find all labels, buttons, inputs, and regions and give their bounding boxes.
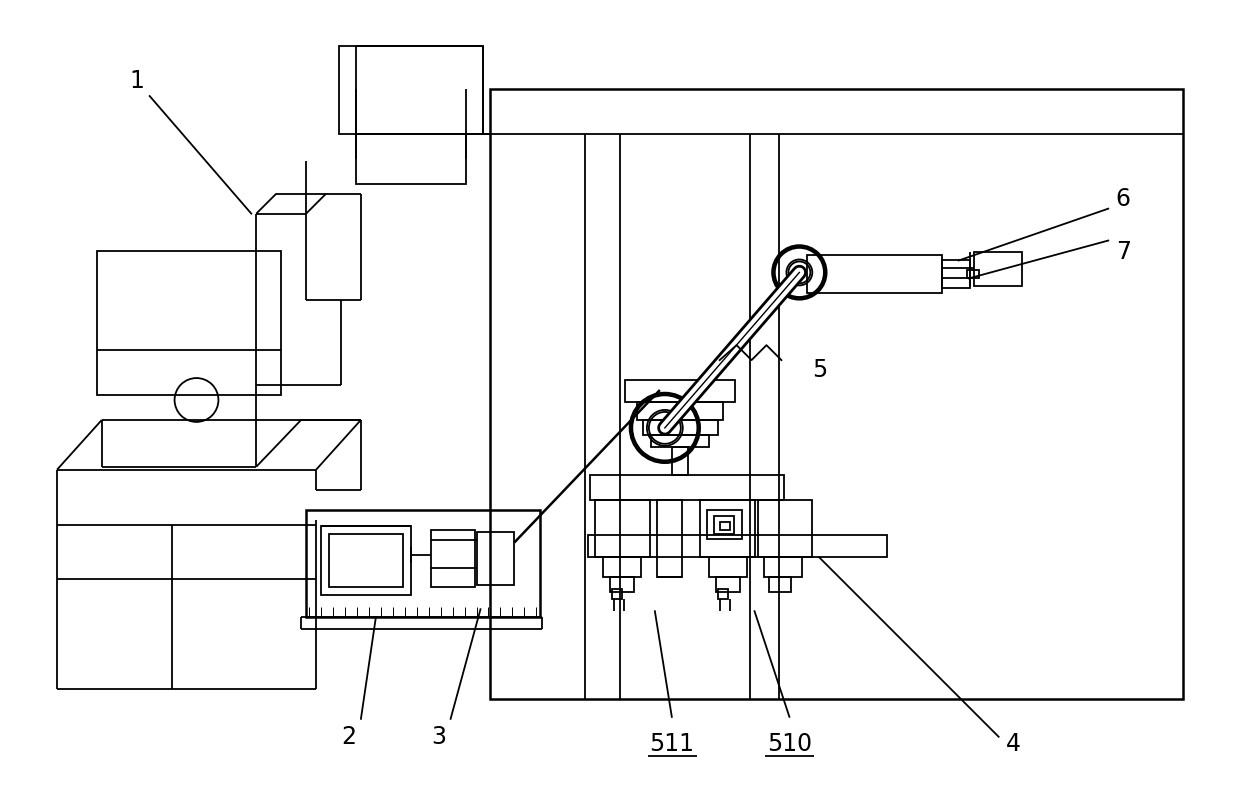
- Bar: [491, 89, 1183, 699]
- Bar: [942, 260, 970, 288]
- Bar: [765, 557, 802, 578]
- Text: 5: 5: [812, 358, 827, 382]
- Bar: [715, 578, 739, 593]
- Bar: [657, 500, 682, 578]
- Text: 4: 4: [1006, 732, 1021, 756]
- Bar: [719, 522, 729, 530]
- Bar: [321, 526, 410, 595]
- Bar: [707, 509, 742, 539]
- Bar: [329, 534, 403, 587]
- Bar: [590, 475, 785, 500]
- Bar: [967, 270, 978, 278]
- Bar: [642, 420, 718, 435]
- Bar: [770, 578, 791, 593]
- Bar: [97, 251, 281, 395]
- Bar: [758, 500, 812, 557]
- Bar: [637, 402, 723, 420]
- Text: 7: 7: [1116, 241, 1131, 265]
- Text: 3: 3: [432, 725, 446, 749]
- Bar: [807, 255, 942, 293]
- Text: 2: 2: [341, 725, 356, 749]
- Bar: [588, 535, 887, 557]
- Bar: [714, 516, 734, 534]
- Bar: [718, 590, 728, 599]
- Bar: [595, 500, 650, 557]
- Bar: [430, 530, 475, 587]
- Bar: [625, 380, 734, 402]
- Bar: [613, 590, 622, 599]
- Bar: [610, 578, 634, 593]
- Text: 511: 511: [650, 732, 694, 756]
- Text: 510: 510: [766, 732, 812, 756]
- Bar: [709, 557, 746, 578]
- Bar: [973, 252, 1022, 286]
- Bar: [339, 46, 484, 134]
- Bar: [306, 509, 541, 617]
- Bar: [356, 134, 465, 184]
- Bar: [476, 531, 515, 586]
- Text: 6: 6: [1116, 187, 1131, 211]
- Bar: [651, 435, 709, 446]
- Bar: [603, 557, 641, 578]
- Bar: [699, 500, 754, 557]
- Bar: [672, 446, 688, 475]
- Text: 1: 1: [129, 69, 144, 93]
